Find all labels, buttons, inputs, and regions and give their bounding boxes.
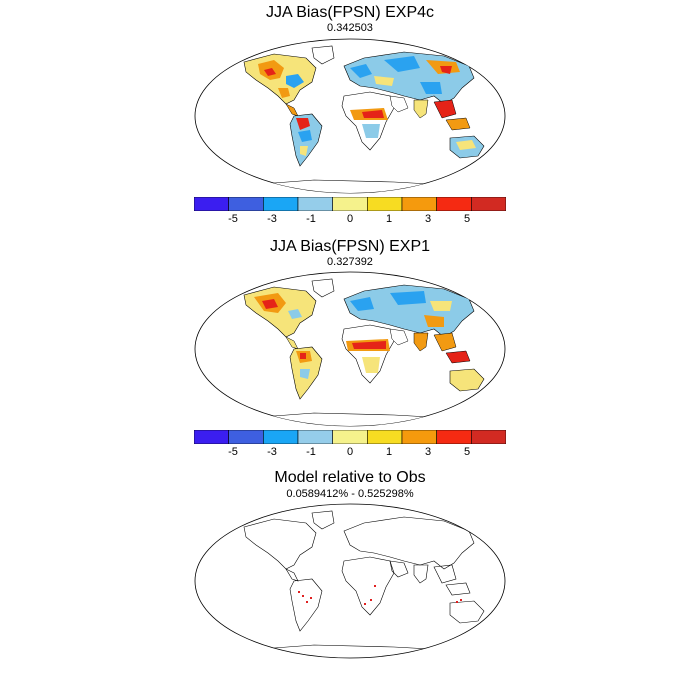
colorbar-swatch: [228, 429, 264, 445]
cb2-tick: 5: [463, 446, 471, 458]
colorbar-swatch: [436, 429, 472, 445]
cb2-tick: 3: [424, 446, 432, 458]
colorbar-swatch: [471, 429, 507, 445]
cb2-tick: -5: [228, 446, 238, 458]
cb1-tick: 3: [424, 213, 432, 225]
colorbar-swatch: [471, 196, 507, 212]
colorbar-swatch: [367, 196, 403, 212]
colorbar-swatch: [263, 196, 299, 212]
cb1-tick: -3: [267, 213, 277, 225]
bias-field: [233, 45, 485, 193]
colorbar-swatch: [297, 196, 333, 212]
colorbar-swatch: [401, 429, 437, 445]
colorbar-swatch: [263, 429, 299, 445]
colorbar-swatch: [228, 196, 264, 212]
panel-2-title: JJA Bias(FPSN) EXP1: [269, 238, 431, 255]
cb1-tick: 0: [346, 213, 354, 225]
colorbar-swatch: [401, 196, 437, 212]
panel-2-colorbar: [193, 429, 507, 445]
cb1-tick: -5: [228, 213, 238, 225]
cb2-tick: 1: [385, 446, 393, 458]
cb2-tick: -3: [267, 446, 277, 458]
cb1-tick: -1: [306, 213, 316, 225]
panel-1-subtitle: 0.342503: [327, 22, 373, 34]
cb1-tick: 5: [463, 213, 471, 225]
cb1-tick: 1: [385, 213, 393, 225]
colorbar-swatch: [332, 196, 368, 212]
panel-3-title: Model relative to Obs: [274, 469, 426, 486]
significance-markers: [298, 585, 462, 605]
colorbar-swatch: [193, 429, 229, 445]
panel-3-map: [194, 503, 506, 659]
panel-2-map: [194, 271, 506, 427]
panel-1-title: JJA Bias(FPSN) EXP4c: [265, 4, 435, 21]
cb2-tick: 0: [346, 446, 354, 458]
map-frame: [194, 503, 506, 659]
panel-2-subtitle: 0.327392: [327, 256, 373, 268]
panel-1-colorbar: [193, 196, 507, 212]
colorbar-swatch: [332, 429, 368, 445]
colorbar-swatch: [297, 429, 333, 445]
colorbar-swatch: [367, 429, 403, 445]
colorbar-swatch: [193, 196, 229, 212]
colorbar-swatch: [436, 196, 472, 212]
cb2-tick: -1: [306, 446, 316, 458]
panel-3-subtitle: 0.0589412% - 0.525298%: [286, 488, 414, 500]
panel-1-map: [194, 38, 506, 194]
